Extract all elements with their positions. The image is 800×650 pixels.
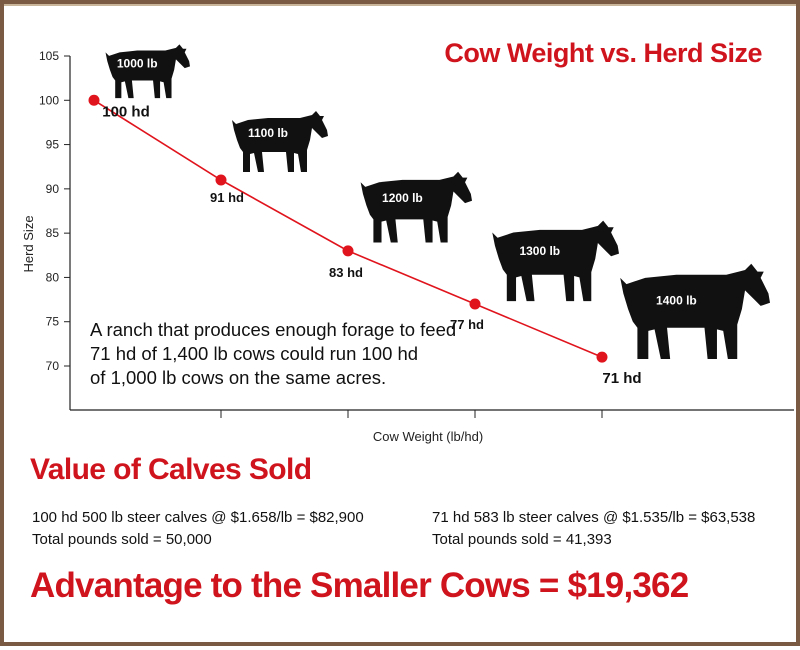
- calc-small-cows-pounds: Total pounds sold = 41,393: [432, 531, 612, 548]
- annotation-line-2: 71 hd of 1,400 lb cows could run 100 hd: [90, 343, 419, 364]
- data-point-label: 100 hd: [102, 103, 150, 120]
- cow-silhouette-icon: [492, 220, 619, 302]
- cow-silhouette-icon: [105, 44, 190, 99]
- calc-small-cows-value: 71 hd 583 lb steer calves @ $1.535/lb = …: [432, 509, 756, 526]
- y-tick-label: 100: [39, 93, 59, 107]
- calc-large-cows-value: 100 hd 500 lb steer calves @ $1.658/lb =…: [32, 509, 364, 526]
- data-point: [342, 245, 354, 257]
- data-point: [596, 351, 608, 363]
- cow-weight-label: 1100 lb: [248, 126, 288, 140]
- annotation-line-1: A ranch that produces enough forage to f…: [90, 319, 457, 340]
- herd-size-chart: 105 100 95 90 85 80 75 70 Cow Weight (lb/hd) He…: [21, 38, 794, 444]
- annotation-line-3: of 1,000 lb cows on the same acres.: [90, 367, 387, 388]
- cow-silhouette-icon: [232, 111, 328, 172]
- chart-annotation: A ranch that produces enough forage to f…: [90, 318, 457, 390]
- y-tick-label: 90: [46, 182, 60, 196]
- x-axis-label: Cow Weight (lb/hd): [373, 429, 483, 444]
- cow-shape: [620, 263, 770, 359]
- data-point: [215, 174, 227, 186]
- y-tick-label: 85: [46, 226, 60, 240]
- cow-shape: [232, 111, 328, 172]
- cow-weight-label: 1200 lb: [382, 191, 423, 205]
- chart-title: Cow Weight vs. Herd Size: [444, 38, 762, 68]
- calc-large-cows-pounds: Total pounds sold = 50,000: [32, 531, 212, 548]
- cow-shape: [492, 220, 619, 302]
- data-point-label: 83 hd: [329, 265, 363, 280]
- cow-weight-label: 1400 lb: [656, 293, 697, 307]
- data-point: [469, 298, 481, 310]
- y-tick-label: 80: [46, 270, 60, 284]
- data-point: [88, 94, 100, 106]
- cow-silhouette-icon: [360, 171, 472, 243]
- advantage-statement: Advantage to the Smaller Cows = $19,362: [30, 566, 689, 605]
- cow-weight-label: 1300 lb: [519, 244, 560, 258]
- calc-large-cows: 100 hd 500 lb steer calves @ $1.658/lb =…: [32, 507, 364, 551]
- data-point-label: 71 hd: [602, 370, 641, 387]
- cow-silhouette-icon: [620, 263, 770, 359]
- data-point-label: 77 hd: [450, 317, 484, 332]
- cow-shape: [105, 44, 190, 99]
- cow-weight-label: 1000 lb: [117, 56, 158, 70]
- data-point-label: 91 hd: [210, 190, 244, 205]
- y-axis-label: Herd Size: [21, 215, 36, 272]
- y-tick-label: 75: [46, 315, 60, 329]
- calc-small-cows: 71 hd 583 lb steer calves @ $1.535/lb = …: [432, 507, 755, 551]
- cow-shape: [360, 171, 472, 243]
- y-tick-label: 95: [46, 138, 60, 152]
- y-tick-label: 70: [46, 359, 60, 373]
- value-section-title: Value of Calves Sold: [30, 453, 312, 486]
- y-tick-label: 105: [39, 49, 59, 63]
